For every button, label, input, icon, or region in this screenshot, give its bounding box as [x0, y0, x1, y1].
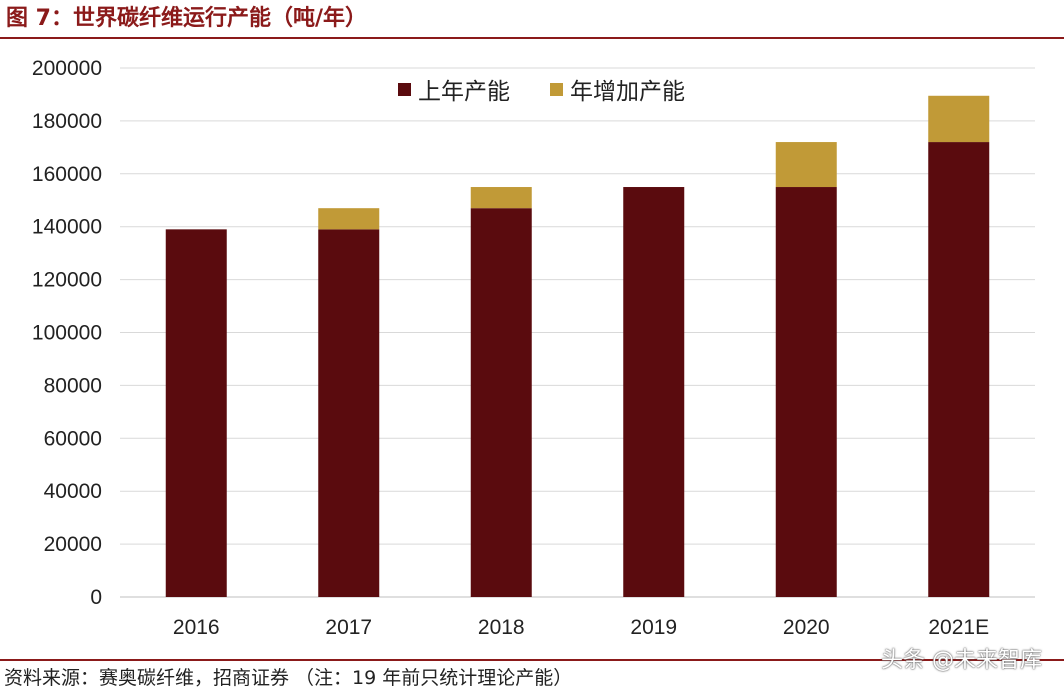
legend-added-capacity: 年增加产能: [550, 78, 685, 104]
x-tick-label: 2019: [630, 616, 677, 639]
x-axis-tick-labels: 2016 2017 2018 2019 2020 2021E: [173, 616, 989, 639]
watermark-text: 头条 @未来智库: [881, 648, 1042, 673]
bars: [165, 95, 990, 597]
figure-title: 图 7：世界碳纤维运行产能（吨/年）: [6, 6, 368, 31]
legend-label: 年增加产能: [570, 78, 685, 104]
bar-previous-capacity-2020: [775, 187, 837, 597]
y-tick-label: 0: [90, 586, 102, 609]
stacked-bar-chart: 0 20000 40000 60000 80000 100000 120000 140000 1…: [32, 57, 1035, 639]
x-tick-label: 2017: [325, 616, 372, 639]
bar-previous-capacity-2019: [623, 187, 685, 597]
y-tick-label: 80000: [44, 374, 102, 397]
y-tick-label: 60000: [44, 427, 102, 450]
y-tick-label: 180000: [32, 110, 102, 133]
bar-added-capacity-2020: [775, 142, 837, 188]
legend-swatch: [398, 83, 411, 96]
x-tick-label: 2021E: [928, 616, 989, 639]
source-note: 资料来源：赛奥碳纤维，招商证券 （注：19 年前只统计理论产能）: [4, 667, 573, 689]
bar-previous-capacity-2017: [318, 229, 380, 597]
gridlines: [120, 67, 1035, 598]
bar-added-capacity-2021E: [928, 95, 990, 143]
x-tick-label: 2018: [478, 616, 525, 639]
bar-added-capacity-2018: [470, 187, 532, 209]
legend-label: 上年产能: [418, 78, 510, 104]
y-tick-label: 120000: [32, 269, 102, 292]
y-tick-label: 20000: [44, 533, 102, 556]
bar-previous-capacity-2018: [470, 208, 532, 597]
footer-divider: [0, 659, 1064, 661]
x-tick-label: 2016: [173, 616, 220, 639]
y-tick-label: 100000: [32, 322, 102, 345]
y-axis-tick-labels: 0 20000 40000 60000 80000 100000 120000 140000 1…: [32, 57, 102, 609]
bar-added-capacity-2017: [318, 208, 380, 230]
legend-previous-capacity: 上年产能: [398, 78, 510, 104]
bar-previous-capacity-2021E: [928, 142, 990, 597]
title-divider: [0, 37, 1064, 39]
x-tick-label: 2020: [783, 616, 830, 639]
legend-swatch: [550, 83, 563, 96]
y-tick-label: 40000: [44, 480, 102, 503]
bar-previous-capacity-2016: [165, 229, 227, 597]
legend: 上年产能 年增加产能: [398, 78, 685, 104]
y-tick-label: 160000: [32, 163, 102, 186]
y-tick-label: 140000: [32, 216, 102, 239]
y-tick-label: 200000: [32, 57, 102, 80]
